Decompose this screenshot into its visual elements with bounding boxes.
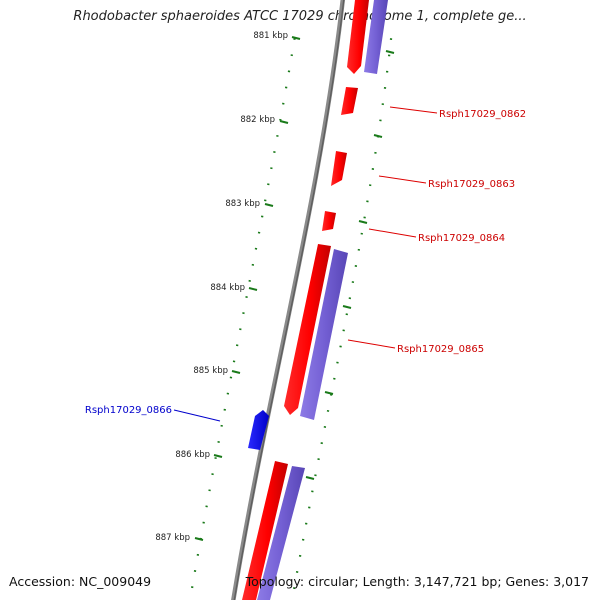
gene-label-rsph17029-0866: Rsph17029_0866 [85, 405, 172, 416]
gene-rsph17029-0864 [322, 211, 336, 231]
topology-summary: Topology: circular; Length: 3,147,721 bp… [245, 574, 589, 589]
cds-feature [300, 249, 348, 420]
tick-label: 884 kbp [210, 283, 245, 293]
cds-feature [364, 0, 388, 74]
tick-label: 886 kbp [175, 450, 210, 460]
gene-label-rsph17029-0864: Rsph17029_0864 [418, 233, 505, 244]
map-title: Rhodobacter sphaeroides ATCC 17029 chrom… [73, 9, 527, 24]
tick-label: 882 kbp [240, 115, 275, 125]
tick-label: 881 kbp [253, 31, 288, 41]
gene-rsph17029-0867 [242, 461, 288, 600]
gene-label-rsph17029-0865: Rsph17029_0865 [397, 344, 484, 355]
tick-label: 885 kbp [193, 366, 228, 376]
cds-band-features [257, 0, 388, 600]
accession-label: Accession: NC_009049 [9, 574, 152, 589]
gene-label-rsph17029-0863: Rsph17029_0863 [428, 179, 515, 190]
cds-feature [257, 466, 305, 600]
gene-labels[interactable]: Rsph17029_0862 Rsph17029_0863 Rsph17029_… [85, 109, 526, 416]
gene-label-leaders [173, 106, 438, 422]
tick-labels: 881 kbp 882 kbp 883 kbp 884 kbp 885 kbp … [155, 31, 288, 543]
reverse-genes [248, 410, 269, 450]
gene-rsph17029-0865 [284, 244, 331, 415]
gene-label-rsph17029-0862: Rsph17029_0862 [439, 109, 526, 120]
tick-marks [194, 36, 395, 541]
backbone [231, 0, 346, 600]
gene-rsph17029-0862 [341, 87, 358, 115]
gene-rsph17029-0866 [248, 410, 269, 450]
forward-genes [242, 0, 369, 600]
tick-label: 887 kbp [155, 533, 190, 543]
gene-rsph17029-0861 [347, 0, 369, 74]
gene-rsph17029-0863 [331, 151, 347, 186]
tick-label: 883 kbp [225, 199, 260, 209]
